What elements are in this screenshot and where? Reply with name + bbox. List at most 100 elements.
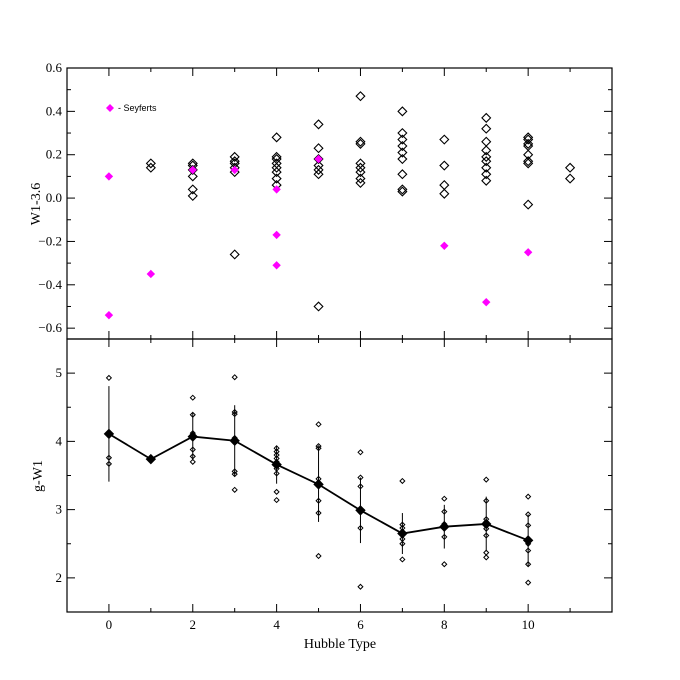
galaxy-point [145,162,156,173]
galaxy-point [187,190,198,201]
galaxy-color-point [105,374,113,382]
galaxy-point [481,156,492,167]
galaxy-point [313,164,324,175]
galaxy-point [397,184,408,195]
galaxy-color-point [315,421,322,428]
galaxy-point [523,156,534,167]
galaxy-point [271,166,282,178]
bottom-panel-y-tick-label: 3 [56,502,63,517]
galaxy-color-point [273,496,280,504]
seyfert-point [440,241,449,250]
top-panel-y-tick-label: 0.0 [46,190,62,205]
galaxy-color-point [231,486,238,493]
galaxy-point [145,158,156,169]
galaxy-point [397,140,408,152]
galaxy-point [397,127,408,139]
galaxy-point [481,112,492,123]
galaxy-point [481,162,492,173]
galaxy-point [397,186,408,197]
galaxy-point [397,147,408,158]
galaxy-color-point [357,449,364,456]
galaxy-color-point [189,458,196,465]
galaxy-color-point [231,374,238,381]
galaxy-point [481,175,492,186]
galaxy-color-point [399,477,406,485]
galaxy-color-point [525,493,532,500]
seyfert-point [272,261,281,270]
galaxy-point [439,160,450,171]
galaxy-point [355,138,366,149]
top-panel-y-tick-label: 0.6 [46,60,63,75]
galaxy-point [187,171,198,182]
galaxy-point [439,188,450,199]
seyfert-point [482,297,491,307]
galaxy-point [229,156,240,167]
galaxy-point [187,184,198,195]
galaxy-point [397,153,408,165]
galaxy-point [271,173,282,184]
galaxy-point [355,136,366,147]
mean-point [229,435,240,446]
x-axis-title: Hubble Type [304,637,376,652]
galaxy-point [523,134,534,145]
galaxy-color-point [441,561,448,568]
galaxy-point [313,169,324,180]
galaxy-point [313,301,324,312]
bottom-panel-x-tick-label: 2 [190,617,197,632]
galaxy-point [397,134,408,145]
bottom-panel-ylabel: g-W1 [31,460,46,492]
galaxy-point [355,91,366,102]
galaxy-color-point [273,488,280,495]
galaxy-point [355,162,366,173]
mean-point [187,431,198,442]
mean-point [481,518,492,530]
galaxy-color-point [357,583,364,590]
galaxy-point [313,119,324,130]
bottom-panel-y-tick-label: 4 [56,433,63,448]
galaxy-point [271,162,282,173]
seyfert-point [104,310,114,320]
galaxy-point [313,143,324,154]
mean-point [397,528,408,539]
galaxy-point [481,145,492,156]
seyfert-point [272,185,281,194]
galaxy-point [481,151,492,162]
galaxy-point [564,173,576,184]
galaxy-color-point [441,495,448,502]
mean-point [271,459,282,470]
top-panel-y-tick-label: −0.2 [38,233,62,248]
galaxy-point [355,166,366,178]
bottom-panel-y-tick-label: 2 [56,570,63,585]
galaxy-color-point [231,471,238,478]
galaxy-point [355,177,366,188]
bottom-panel-x-tick-label: 8 [441,617,448,632]
galaxy-point [523,199,534,210]
galaxy-point [229,151,240,162]
mean-point [103,428,115,440]
galaxy-color-point [189,394,196,401]
bottom-panel: 0 2 4 6 8 10 2 3 4 5 [56,338,613,632]
legend-seyferts-marker [106,104,114,112]
seyfert-point [104,172,114,181]
seyfert-point [146,269,156,279]
galaxy-point [481,169,492,180]
galaxy-point [271,132,282,143]
galaxy-color-point [525,579,532,586]
galaxy-point [397,169,408,180]
top-panel-y-tick-label: −0.6 [38,320,62,335]
mean-point [355,505,366,516]
top-panel-y-tick-label: −0.4 [38,277,62,292]
bottom-panel-y-tick-label: 5 [56,365,63,380]
galaxy-point [439,134,450,145]
top-panel-y-tick-label: 0.2 [46,147,62,162]
bottom-panel-x-tick-label: 0 [106,617,113,632]
galaxy-point [313,153,324,165]
galaxy-point [523,158,534,169]
legend-seyferts-label: - Seyferts [118,103,157,113]
bottom-panel-x-tick-label: 4 [273,617,280,632]
galaxy-point [271,151,282,162]
bottom-panel-x-tick-label: 10 [522,617,535,632]
top-panel: −0.6 −0.4 −0.2 0.0 0.2 0.4 0.6 [38,60,613,340]
